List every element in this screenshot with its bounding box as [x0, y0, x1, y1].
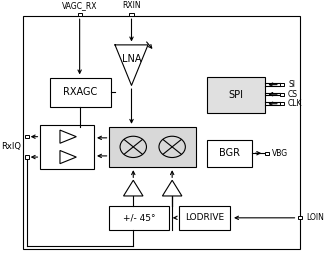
Bar [207, 140, 253, 167]
Polygon shape [124, 180, 143, 196]
Bar [78, 13, 82, 16]
Text: LNA: LNA [122, 54, 141, 64]
Text: LODRIVE: LODRIVE [185, 213, 224, 222]
Text: RxIQ: RxIQ [2, 142, 22, 151]
Text: LOIN: LOIN [306, 213, 324, 222]
Bar [25, 135, 29, 138]
Bar [110, 127, 196, 167]
Bar [40, 125, 94, 169]
Bar [25, 155, 29, 159]
Bar [179, 206, 231, 230]
Bar [280, 83, 284, 86]
Text: BGR: BGR [219, 148, 240, 158]
Polygon shape [162, 180, 182, 196]
Bar [110, 206, 169, 230]
Bar [280, 92, 284, 96]
Bar [23, 16, 300, 249]
Bar [130, 13, 133, 16]
Text: +/- 45°: +/- 45° [123, 213, 155, 222]
Text: SPI: SPI [229, 90, 243, 100]
Text: CLK: CLK [288, 99, 302, 108]
Bar [207, 77, 265, 113]
Bar [297, 216, 302, 219]
Text: RXIN: RXIN [122, 1, 141, 10]
Text: CS: CS [288, 90, 298, 99]
Text: VBG: VBG [272, 149, 288, 158]
Text: RXAGC: RXAGC [63, 87, 97, 97]
Text: SI: SI [288, 80, 295, 89]
Bar [265, 152, 269, 155]
Polygon shape [60, 150, 76, 164]
Text: VAGC_RX: VAGC_RX [62, 1, 97, 10]
Bar [50, 78, 111, 107]
Polygon shape [60, 130, 76, 143]
Bar [280, 102, 284, 105]
